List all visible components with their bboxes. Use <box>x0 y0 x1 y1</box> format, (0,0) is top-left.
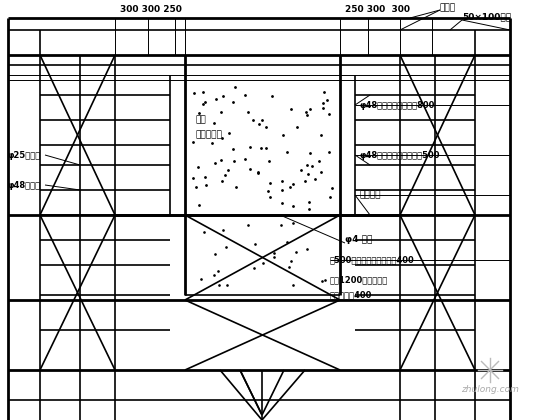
Text: φ48管卡头: φ48管卡头 <box>8 181 41 189</box>
Text: 七夹板: 七夹板 <box>440 3 456 13</box>
Text: 宽500以上墙厚管距不大于400: 宽500以上墙厚管距不大于400 <box>330 255 415 265</box>
Text: 间距不大于400: 间距不大于400 <box>330 291 372 299</box>
Text: 50×100木枋: 50×100木枋 <box>462 13 511 21</box>
Text: 水平钢管: 水平钢管 <box>360 191 381 200</box>
Text: 300 300 250: 300 300 250 <box>120 5 182 15</box>
Text: 大模: 大模 <box>195 116 206 124</box>
Text: φ48管头头，间距不大于500: φ48管头头，间距不大于500 <box>360 150 441 160</box>
Text: zhulong.com: zhulong.com <box>461 386 519 394</box>
Text: φ25管卡子: φ25管卡子 <box>8 150 41 160</box>
Text: φ48钢管，间距不大于800: φ48钢管，间距不大于800 <box>360 100 435 110</box>
Text: 双钢管翻带: 双钢管翻带 <box>195 131 222 139</box>
Text: 250 300  300: 250 300 300 <box>345 5 410 15</box>
Text: φ4 钢管: φ4 钢管 <box>345 236 372 244</box>
Text: 截面1200以上者加图: 截面1200以上者加图 <box>330 276 388 284</box>
